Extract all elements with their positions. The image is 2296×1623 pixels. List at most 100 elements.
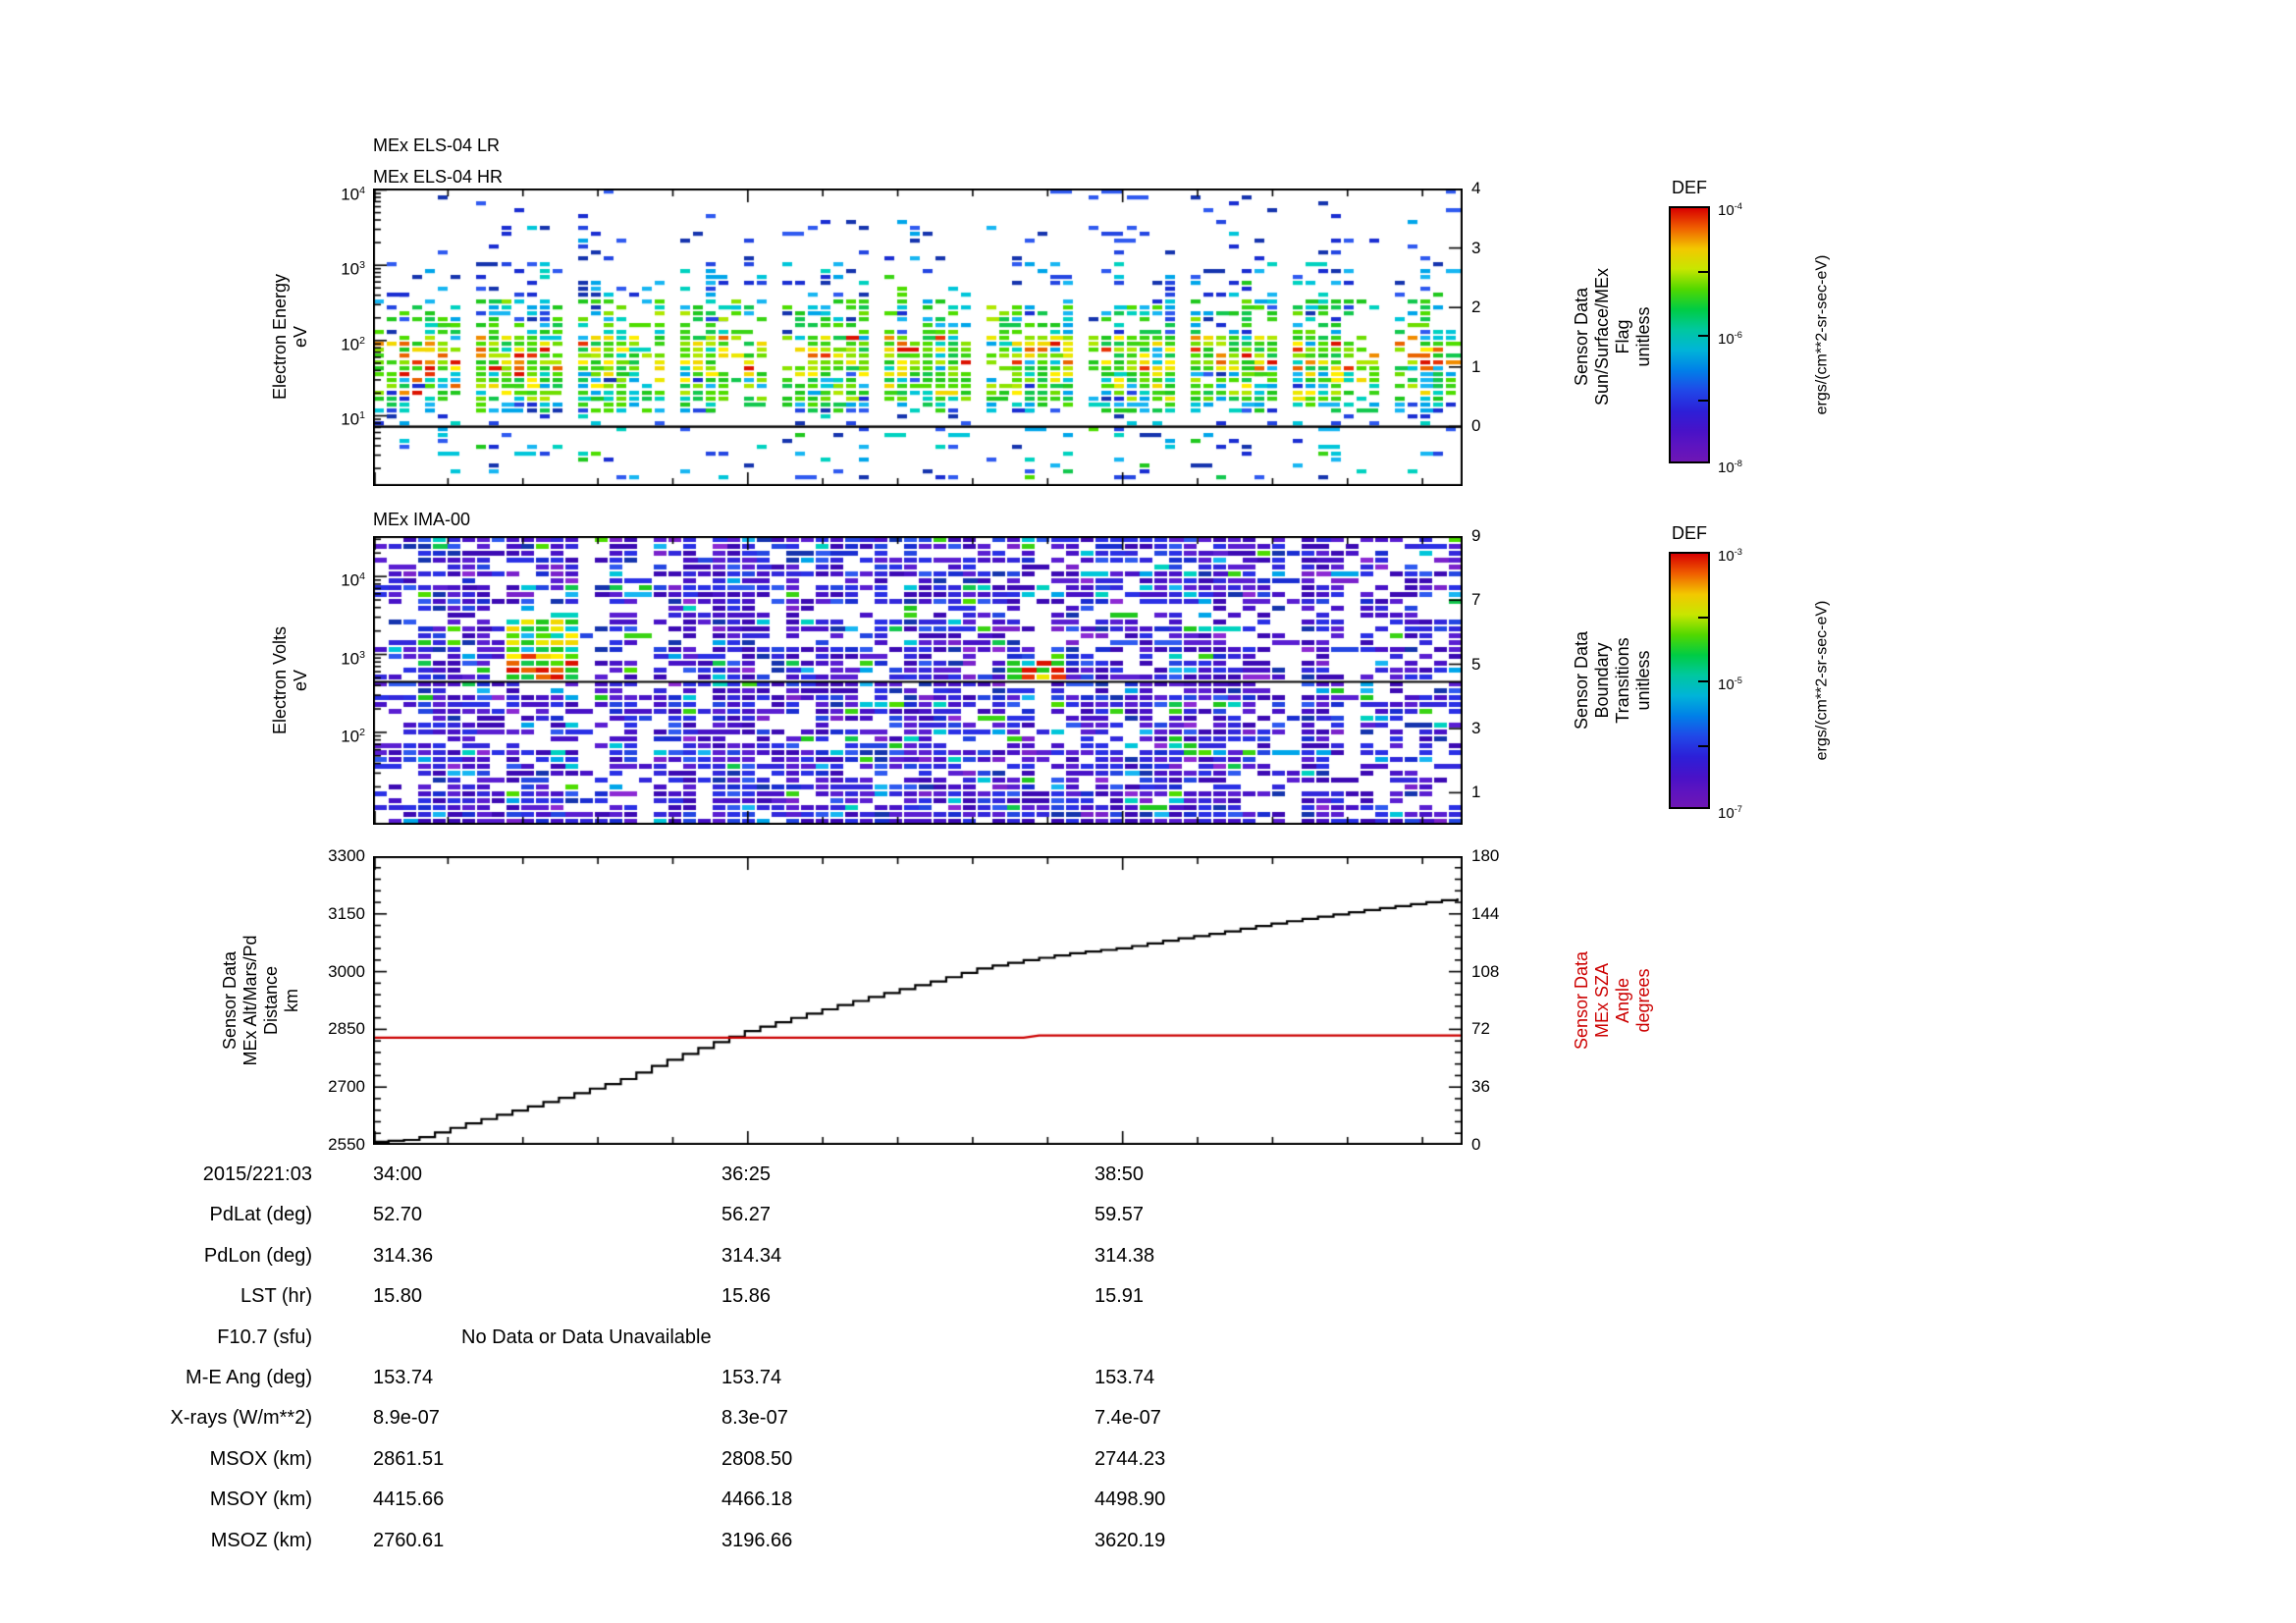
- y-tick-label: 103: [341, 259, 365, 279]
- y-tick-label: 3300: [328, 846, 365, 865]
- right-tick-label: 3: [1471, 719, 1481, 738]
- y-tick-label: 2850: [328, 1019, 365, 1039]
- els-right-axis-label: Sensor Data Sun/Surface/MEx Flag unitles…: [1572, 267, 1653, 406]
- table-row-label: 2015/221:03: [202, 1163, 312, 1185]
- table-row-label: MSOY (km): [209, 1488, 312, 1511]
- table-cell-value: 15.80: [373, 1285, 423, 1308]
- table-cell-value: 4466.18: [721, 1488, 793, 1511]
- table-cell-value: 34:00: [373, 1163, 423, 1185]
- colorbar-tick-label: 10-4: [1718, 201, 1742, 219]
- colorbar-tick-label: 10-6: [1718, 330, 1742, 348]
- y-tick-label: 3000: [328, 961, 365, 981]
- table-cell-value: 3620.19: [1095, 1529, 1166, 1551]
- table-cell-value: 4415.66: [373, 1488, 445, 1511]
- table-cell-value: 2760.61: [373, 1529, 445, 1551]
- colorbar2-title: DEF: [1672, 523, 1707, 543]
- table-cell-value: 7.4e-07: [1095, 1407, 1161, 1430]
- exponent: -5: [1734, 676, 1742, 685]
- right-tick-label: 108: [1471, 961, 1500, 981]
- exponent: -4: [1734, 201, 1742, 211]
- exponent: -8: [1734, 459, 1742, 468]
- table-cell-value: 8.3e-07: [721, 1407, 788, 1430]
- table-row-label: MSOZ (km): [210, 1529, 312, 1551]
- table-cell-value: 36:25: [721, 1163, 772, 1185]
- right-tick-label: 72: [1471, 1019, 1490, 1039]
- els-spectrogram: [373, 189, 1463, 486]
- colorbar-tick: [1698, 270, 1708, 273]
- els-title-lr: MEx ELS-04 LR: [373, 135, 501, 155]
- colorbar-tick-label: 10-3: [1718, 547, 1742, 565]
- y-tick-label: 102: [341, 726, 365, 746]
- right-tick-label: 144: [1471, 903, 1500, 923]
- colorbar-tick: [1698, 206, 1708, 208]
- right-tick-label: 7: [1471, 590, 1481, 610]
- right-tick-label: 1: [1471, 783, 1481, 802]
- table-cell-value: 153.74: [1095, 1367, 1155, 1388]
- table-row-label: X-rays (W/m**2): [170, 1407, 312, 1430]
- table-cell-value: 2808.50: [721, 1447, 793, 1470]
- table-cell-value: 4498.90: [1095, 1488, 1166, 1511]
- exponent: 4: [359, 184, 365, 196]
- colorbar-tick: [1698, 335, 1708, 337]
- table-cell-value: 52.70: [373, 1204, 423, 1226]
- colorbar-tick: [1698, 807, 1708, 809]
- right-tick-label: 9: [1471, 526, 1481, 545]
- table-row-label: PdLat (deg): [209, 1204, 312, 1226]
- altitude-sza-chart: [373, 856, 1463, 1145]
- y-tick-label: 3150: [328, 903, 365, 923]
- exponent: 2: [359, 334, 365, 347]
- y-tick-label: 103: [341, 648, 365, 669]
- y-tick-label: 2550: [328, 1135, 365, 1154]
- table-cell-value: 15.91: [1095, 1285, 1145, 1308]
- alt-left-axis-label: Sensor Data MEx Alt/Mars/Pd Distance km: [220, 935, 301, 1066]
- y-tick-label: 104: [341, 570, 365, 590]
- table-row-label: LST (hr): [240, 1285, 312, 1308]
- ima-spectrogram: [373, 536, 1463, 825]
- exponent: 4: [359, 570, 365, 583]
- right-tick-label: 0: [1471, 1135, 1481, 1154]
- right-tick-label: 4: [1471, 179, 1481, 197]
- table-cell-value: 15.86: [721, 1285, 772, 1308]
- table-span-value: No Data or Data Unavailable: [461, 1325, 712, 1348]
- colorbar-tick: [1698, 744, 1708, 747]
- exponent: 3: [359, 259, 365, 272]
- ima-title: MEx IMA-00: [373, 510, 471, 529]
- y-tick-label: 102: [341, 334, 365, 354]
- colorbar-tick-label: 10-7: [1718, 804, 1742, 822]
- right-tick-label: 36: [1471, 1077, 1490, 1097]
- table-cell-value: 2861.51: [373, 1447, 445, 1470]
- table-cell-value: 153.74: [721, 1367, 782, 1388]
- colorbar1-unit-label: ergs/(cm**2-sr-sec-eV): [1813, 254, 1831, 415]
- table-row-label: PdLon (deg): [203, 1244, 312, 1267]
- exponent: 2: [359, 726, 365, 738]
- right-tick-label: 2: [1471, 298, 1481, 317]
- y-tick-label: 2700: [328, 1077, 365, 1097]
- table-cell-value: 314.34: [721, 1244, 782, 1267]
- exponent: -3: [1734, 547, 1742, 557]
- colorbar-tick: [1698, 680, 1708, 682]
- y-tick-label: 101: [341, 409, 365, 430]
- right-tick-label: 1: [1471, 356, 1481, 376]
- table-row-label: F10.7 (sfu): [217, 1325, 312, 1348]
- table-cell-value: 314.36: [373, 1244, 434, 1267]
- els-title-hr: MEx ELS-04 HR: [373, 167, 504, 187]
- colorbar-tick: [1698, 461, 1708, 463]
- sza-right-axis-label: Sensor Data MEx SZA Angle degrees: [1572, 950, 1653, 1051]
- table-row-label: MSOX (km): [209, 1447, 312, 1470]
- colorbar2-unit-label: ergs/(cm**2-sr-sec-eV): [1813, 600, 1831, 761]
- colorbar1-title: DEF: [1672, 178, 1707, 197]
- right-tick-label: 5: [1471, 654, 1481, 674]
- right-tick-label: 180: [1471, 846, 1500, 865]
- table-cell-value: 2744.23: [1095, 1447, 1166, 1470]
- colorbar-tick: [1698, 552, 1708, 554]
- ima-right-axis-label: Sensor Data Boundary Transitions unitles…: [1572, 630, 1653, 730]
- table-cell-value: 3196.66: [721, 1529, 793, 1551]
- colorbar-tick: [1698, 616, 1708, 619]
- table-cell-value: 59.57: [1095, 1204, 1145, 1226]
- exponent: 3: [359, 648, 365, 661]
- table-row-label: M-E Ang (deg): [186, 1367, 312, 1388]
- table-cell-value: 8.9e-07: [373, 1407, 440, 1430]
- colorbar-tick-label: 10-5: [1718, 676, 1742, 693]
- colorbar-tick-label: 10-8: [1718, 459, 1742, 476]
